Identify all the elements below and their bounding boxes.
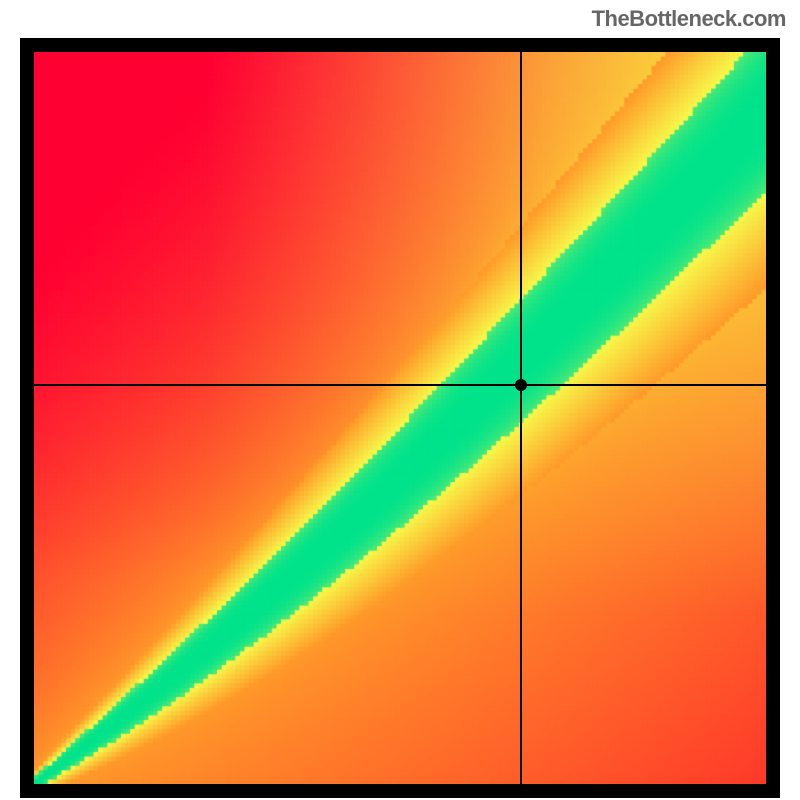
crosshair-vertical: [520, 52, 522, 784]
attribution-text: TheBottleneck.com: [592, 6, 786, 32]
chart-container: TheBottleneck.com: [0, 0, 800, 800]
crosshair-horizontal: [34, 384, 766, 386]
crosshair-marker-dot: [515, 379, 527, 391]
bottleneck-heatmap: [34, 52, 766, 784]
